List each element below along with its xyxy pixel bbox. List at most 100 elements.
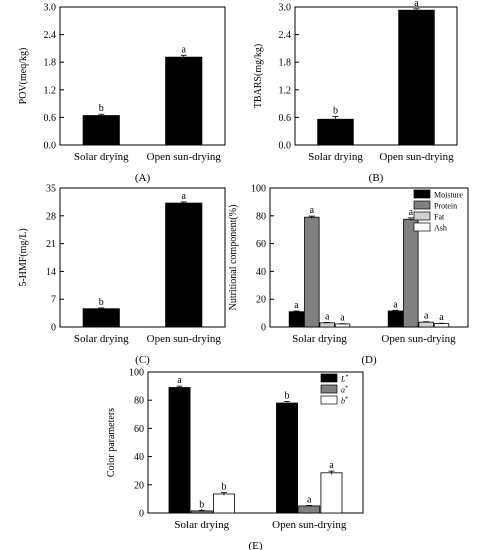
y-tick-label: 3.0 xyxy=(279,3,292,14)
y-axis-label: 5-HMF(mg/L) xyxy=(18,228,29,286)
x-tick-label: Open sun-drying xyxy=(381,333,456,345)
y-tick-label: 0.6 xyxy=(44,113,57,124)
significance-letter: b xyxy=(333,105,338,116)
legend: Moisture Protein Fat Ash xyxy=(413,189,463,233)
bar-ash xyxy=(433,323,450,328)
x-tick-label: Open sun-drying xyxy=(379,151,454,163)
bar xyxy=(82,115,120,146)
bar-moisture xyxy=(288,311,305,328)
bar xyxy=(165,56,203,146)
significance-letter: a xyxy=(409,207,414,218)
panel-label: (C) xyxy=(135,354,150,366)
significance-letter: a xyxy=(310,205,315,216)
plot-frame xyxy=(294,6,458,146)
x-tick-label: Solar drying xyxy=(308,151,363,163)
significance-letter: b xyxy=(99,297,104,308)
legend-swatch xyxy=(413,211,431,221)
legend-label: Fat xyxy=(434,213,445,222)
legend-label: L* xyxy=(340,375,348,384)
x-tick-label: Open sun-drying xyxy=(272,519,347,531)
y-tick-label: 0.0 xyxy=(279,141,292,152)
significance-letter: a xyxy=(177,375,182,386)
y-tick-label: 0 xyxy=(261,323,266,334)
y-tick-label: 14 xyxy=(46,267,56,278)
significance-letter: b xyxy=(221,482,226,493)
legend-swatch xyxy=(413,200,431,210)
bar-fat xyxy=(319,322,335,328)
x-tick-label: Open sun-drying xyxy=(147,333,222,345)
y-tick-label: 100 xyxy=(129,368,144,379)
y-tick-label: 28 xyxy=(46,211,56,222)
bar-protein xyxy=(403,218,419,328)
panel-label: (D) xyxy=(361,354,377,366)
bar-ash xyxy=(334,323,351,328)
y-tick-label: 7 xyxy=(51,295,56,306)
bar-l xyxy=(168,387,191,514)
bar-b xyxy=(320,472,343,514)
legend-label: Moisture xyxy=(434,191,463,200)
significance-letter: a xyxy=(329,460,334,471)
x-tick-label: Solar drying xyxy=(174,519,229,531)
y-axis-label: POV(meq/kg) xyxy=(18,48,29,105)
plot-frame xyxy=(269,187,469,328)
y-tick-label: 40 xyxy=(134,452,144,463)
legend-label: b* xyxy=(341,397,348,406)
x-tick-label: Open sun-drying xyxy=(147,151,222,163)
significance-letter: a xyxy=(424,311,429,322)
y-tick-label: 60 xyxy=(134,424,144,435)
significance-letter: b xyxy=(99,103,104,114)
bar-l xyxy=(276,402,298,514)
y-tick-label: 1.2 xyxy=(44,85,57,96)
bar xyxy=(165,202,203,328)
legend-label: Protein xyxy=(434,202,457,211)
legend-label: Ash xyxy=(434,224,447,233)
x-tick-label: Solar drying xyxy=(74,333,129,345)
y-tick-label: 20 xyxy=(256,295,266,306)
panel-label: (E) xyxy=(248,540,262,550)
y-tick-label: 3.0 xyxy=(44,3,57,14)
y-tick-label: 1.8 xyxy=(44,58,57,69)
y-tick-label: 80 xyxy=(256,211,266,222)
y-tick-label: 1.8 xyxy=(279,58,292,69)
legend-swatch xyxy=(413,222,431,232)
y-tick-label: 21 xyxy=(46,239,56,250)
y-tick-label: 80 xyxy=(134,396,144,407)
legend-swatch xyxy=(320,373,338,383)
significance-letter: a xyxy=(294,300,299,311)
y-tick-label: 2.4 xyxy=(44,30,57,41)
plot-frame xyxy=(59,6,226,146)
plot-frame xyxy=(59,187,226,328)
legend-swatch xyxy=(320,395,338,405)
y-axis-label: TBARS(mg/kg) xyxy=(253,44,264,108)
y-tick-label: 60 xyxy=(256,239,266,250)
significance-letter: a xyxy=(182,191,187,202)
y-tick-label: 0 xyxy=(51,323,56,334)
significance-letter: a xyxy=(182,44,187,55)
legend-label: a* xyxy=(341,386,348,395)
bar-b xyxy=(213,493,235,514)
significance-letter: a xyxy=(414,0,419,9)
plot-frame xyxy=(147,371,364,514)
y-tick-label: 0.6 xyxy=(279,113,292,124)
bar-moisture xyxy=(387,310,404,328)
panel-label: (B) xyxy=(369,172,384,184)
significance-letter: a xyxy=(307,494,312,505)
y-tick-label: 0 xyxy=(139,509,144,520)
y-tick-label: 40 xyxy=(256,267,266,278)
chart-panel-b: 0.0 0.6 1.2 1.8 2.4 3.0 TBARS(mg/kg) Solar dryi… xyxy=(253,0,458,184)
significance-letter: b xyxy=(285,391,290,402)
legend-swatch xyxy=(320,384,338,394)
y-axis-label: Color parameters xyxy=(106,408,117,477)
y-tick-label: 2.4 xyxy=(279,30,292,41)
bar-fat xyxy=(418,321,434,328)
significance-letter: b xyxy=(199,499,204,510)
legend: L* a* b* xyxy=(320,373,348,406)
bar-a xyxy=(298,505,321,514)
y-tick-label: 35 xyxy=(46,184,56,195)
y-tick-label: 20 xyxy=(134,480,144,491)
bar xyxy=(82,308,120,328)
y-tick-label: 0.0 xyxy=(44,141,57,152)
chart-panel-e: 0 20 40 60 80 100 Color parameters Solar drying… xyxy=(106,368,364,550)
x-tick-label: Solar drying xyxy=(74,151,129,163)
